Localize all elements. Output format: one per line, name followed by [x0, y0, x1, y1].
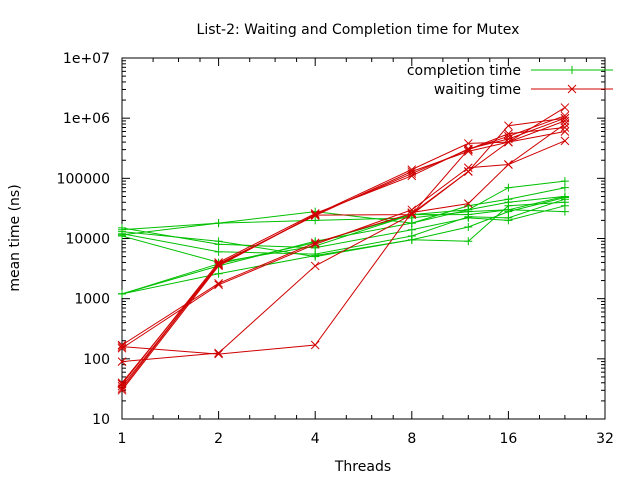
data-point: [560, 103, 570, 112]
data-point: [117, 378, 127, 388]
x-axis-title: Threads: [334, 459, 391, 475]
data-point: [214, 278, 223, 288]
legend-marker-waiting: [567, 84, 577, 94]
legend-marker-completion: [568, 66, 576, 74]
x-axis: 1 2 4 8 16 32: [118, 58, 614, 447]
y-tick-label: 10: [92, 412, 110, 428]
data-point: [464, 213, 473, 222]
data-point: [214, 349, 223, 359]
y-axis: 10 100 1000 10000 100000 1e+06 1e+07: [57, 51, 605, 428]
data-point: [560, 123, 570, 132]
data-point: [504, 205, 513, 214]
data-point: [310, 261, 320, 271]
legend-label-completion: completion time: [407, 63, 521, 79]
data-point: [214, 348, 223, 358]
data-point: [310, 340, 320, 350]
data-point: [117, 340, 127, 350]
data-point: [504, 160, 513, 169]
data-point: [504, 129, 513, 139]
data-point: [214, 258, 223, 267]
series-line: [121, 117, 565, 363]
series-line: [121, 127, 565, 384]
data-point: [560, 136, 570, 146]
data-point: [463, 144, 473, 154]
x-tick-label: 2: [214, 431, 223, 447]
data-point: [117, 379, 127, 389]
data-point: [560, 127, 570, 136]
data-point: [504, 183, 513, 192]
y-tick-label: 10000: [65, 232, 110, 248]
series-waiting-time: [117, 103, 570, 395]
series-layer: [117, 103, 570, 395]
data-point: [407, 219, 416, 228]
legend-item-waiting: waiting time: [434, 82, 613, 98]
y-tick-label: 1e+06: [63, 111, 110, 127]
series-line: [121, 187, 565, 295]
x-tick-label: 1: [118, 431, 127, 447]
series-line: [121, 180, 565, 231]
data-point: [214, 240, 223, 249]
legend-marker-glyph: [568, 66, 576, 74]
data-point: [214, 260, 223, 269]
y-tick-label: 100000: [57, 171, 110, 187]
series-line: [121, 115, 566, 391]
legend: completion time waiting time: [407, 63, 613, 98]
data-point: [463, 167, 473, 176]
x-tick-label: 8: [407, 431, 416, 447]
data-point: [117, 343, 127, 353]
data-point: [310, 210, 320, 220]
data-point: [504, 137, 513, 147]
series-line: [121, 195, 566, 263]
data-point: [118, 289, 126, 298]
data-point: [117, 381, 127, 391]
data-point: [463, 199, 473, 208]
data-point: [117, 385, 127, 395]
data-point: [560, 183, 569, 192]
data-point: [310, 238, 320, 248]
legend-item-completion: completion time: [407, 63, 613, 79]
data-point: [214, 247, 223, 256]
y-tick-label: 100: [83, 352, 110, 368]
data-point: [407, 208, 417, 217]
data-point: [463, 145, 473, 154]
legend-marker-glyph: [567, 84, 577, 94]
x-tick-label: 32: [596, 431, 614, 447]
data-point: [463, 163, 473, 173]
data-point: [118, 230, 126, 239]
data-point: [504, 121, 513, 131]
x-tick-label: 16: [499, 431, 517, 447]
y-tick-label: 1e+07: [63, 51, 110, 67]
data-point: [117, 357, 127, 366]
legend-label-waiting: waiting time: [434, 82, 521, 98]
data-point: [311, 252, 320, 261]
series-line: [121, 209, 565, 236]
data-point: [311, 216, 320, 225]
series-line: [121, 140, 566, 355]
data-point: [407, 235, 416, 244]
data-point: [560, 119, 570, 129]
x-tick-label: 4: [311, 431, 320, 447]
series-line: [121, 120, 566, 389]
series-completion-time: [118, 177, 569, 298]
data-point: [118, 223, 126, 232]
data-point: [407, 171, 417, 181]
y-axis-title: mean time (ns): [7, 184, 23, 291]
data-point: [464, 237, 473, 246]
data-point: [504, 195, 513, 204]
chart-title: List-2: Waiting and Completion time for …: [197, 22, 520, 38]
data-point: [560, 201, 569, 210]
data-point: [407, 210, 417, 219]
data-point: [504, 216, 513, 225]
y-tick-label: 1000: [74, 292, 110, 308]
data-point: [214, 269, 223, 278]
data-point: [214, 219, 223, 228]
data-point: [464, 223, 473, 232]
